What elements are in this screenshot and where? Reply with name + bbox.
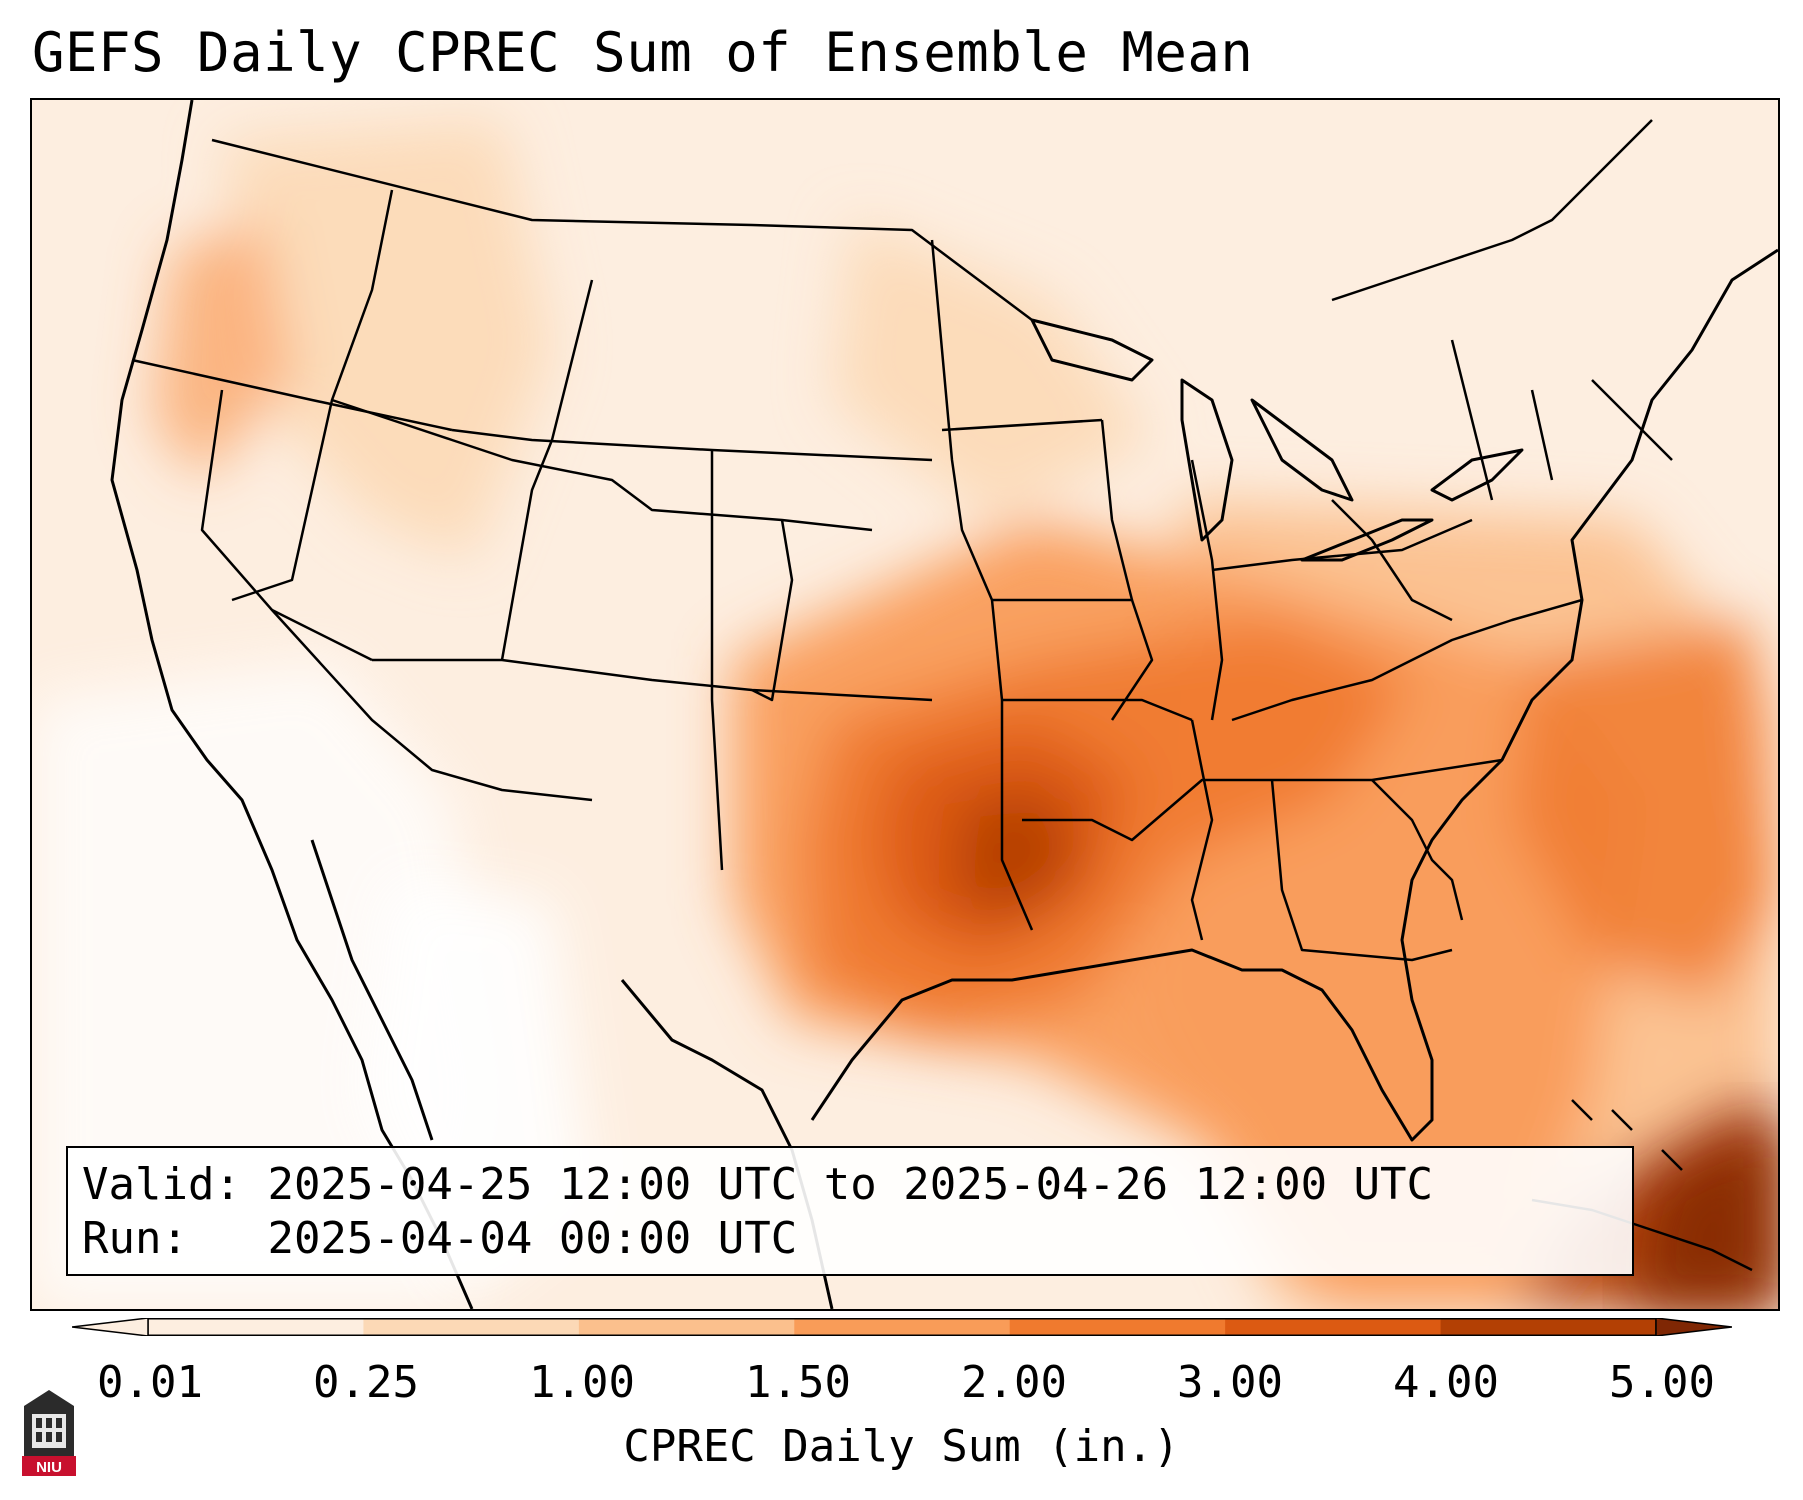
colorbar-segment bbox=[578, 1318, 795, 1336]
colorbar-label: CPREC Daily Sum (in.) bbox=[623, 1421, 1180, 1472]
niu-logo: NIU bbox=[22, 1390, 76, 1476]
colorbar-segment bbox=[1440, 1318, 1657, 1336]
map-canvas bbox=[32, 100, 1778, 1309]
colorbar-segment bbox=[1225, 1318, 1442, 1336]
state-borders bbox=[131, 119, 1673, 962]
colorbar-segments bbox=[147, 1318, 1657, 1336]
colorbar-segment bbox=[1009, 1318, 1226, 1336]
colorbar-segment bbox=[148, 1318, 364, 1336]
run-text: 2025-04-04 00:00 UTC bbox=[267, 1213, 798, 1264]
tick-label: 4.00 bbox=[1393, 1357, 1499, 1408]
map-title: GEFS Daily CPREC Sum of Ensemble Mean bbox=[32, 21, 1254, 84]
tick-label: 3.00 bbox=[1177, 1357, 1283, 1408]
tick-label: 5.00 bbox=[1609, 1357, 1715, 1408]
valid-label: Valid: bbox=[82, 1159, 241, 1210]
precipitation-map bbox=[30, 98, 1780, 1311]
precip-contours bbox=[152, 120, 1778, 1309]
colorbar-segment bbox=[363, 1318, 580, 1336]
coastlines bbox=[110, 100, 1778, 1309]
tick-label: 2.00 bbox=[961, 1357, 1067, 1408]
tick-label: 0.25 bbox=[313, 1357, 419, 1408]
logo-text: NIU bbox=[36, 1459, 62, 1476]
valid-text: 2025-04-25 12:00 UTC to 2025-04-26 12:00… bbox=[267, 1159, 1434, 1210]
tick-label: 1.00 bbox=[529, 1357, 635, 1408]
tick-label: 1.50 bbox=[745, 1357, 851, 1408]
run-label: Run: bbox=[82, 1213, 188, 1264]
tick-label: 0.01 bbox=[97, 1357, 203, 1408]
precip-max-caribbean bbox=[1632, 1120, 1778, 1309]
info-box: Valid: 2025-04-25 12:00 UTC to 2025-04-2… bbox=[66, 1146, 1634, 1276]
colorbar-extend-left bbox=[72, 1318, 149, 1336]
colorbar-ticks: 0.01 0.25 1.00 1.50 2.00 3.00 4.00 5.00 bbox=[0, 1358, 1803, 1418]
colorbar-segment bbox=[794, 1318, 1011, 1336]
colorbar-extend-right bbox=[1655, 1318, 1732, 1336]
colorbar bbox=[72, 1318, 1732, 1336]
